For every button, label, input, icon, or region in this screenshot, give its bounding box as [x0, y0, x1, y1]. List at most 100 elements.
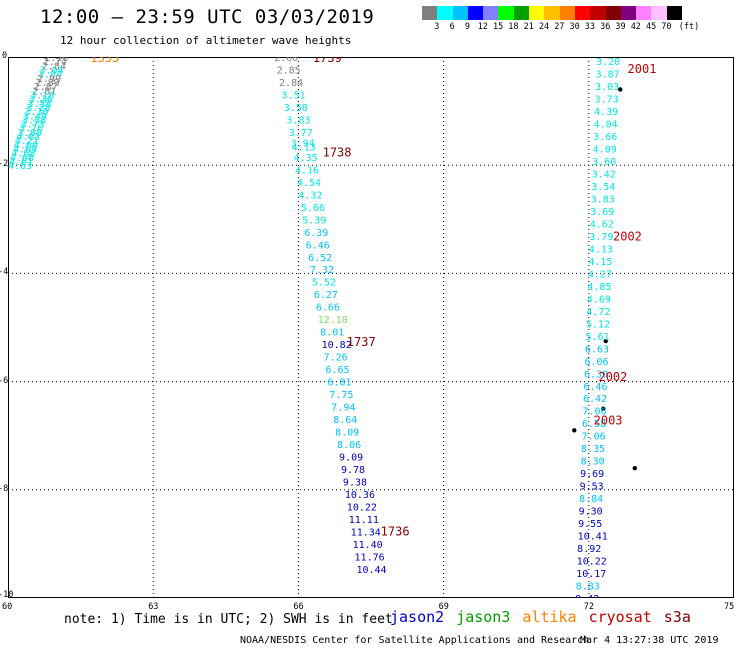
swh-value-label: 6.63	[585, 344, 609, 355]
swh-value-label: 4.68	[11, 149, 35, 160]
swh-value-label: 3.76	[19, 124, 43, 135]
footer-timestamp: Mar 4 13:27:38 UTC 2019	[580, 635, 719, 646]
swh-value-label: 4.13	[589, 244, 613, 255]
swh-value-label: 6.06	[584, 357, 608, 368]
legend-swatch	[483, 6, 499, 20]
legend-label: 36	[600, 22, 611, 32]
swh-value-label: 5.66	[301, 203, 325, 214]
legend-label: 12	[477, 22, 488, 32]
swh-value-label: 4.68	[10, 153, 34, 164]
legend-label: 21	[523, 22, 534, 32]
legend-labels: 3 6 9 12 15 18 21 24 27 30 33 36 39 42 45 70 (ft)	[422, 20, 699, 32]
lon-tick-label: 69	[438, 602, 449, 612]
sat-legend-s3a: s3a	[663, 608, 691, 626]
swh-value-label: 6.52	[308, 253, 332, 264]
legend-swatch	[529, 6, 545, 20]
legend-label: 45	[646, 22, 657, 32]
swh-value-label: 4.85	[587, 282, 611, 293]
track-time-label: 2002	[613, 230, 642, 244]
swh-value-label: 7.75	[329, 390, 353, 401]
swh-value-label: 3.04	[39, 65, 63, 76]
lat-tick-label: 0	[2, 51, 8, 61]
swh-value-label: 7.26	[324, 353, 348, 364]
swh-value-label: 6.30	[584, 369, 608, 380]
lon-tick-label: 60	[2, 602, 13, 612]
track-time-label: 1737	[347, 335, 376, 349]
swh-value-label: 4.03	[16, 132, 40, 143]
lon-tick-label: 72	[583, 602, 595, 612]
lon-tick-label: 63	[148, 602, 159, 612]
swh-value-label: 6.81	[327, 378, 351, 389]
lat-tick-label: -6	[0, 375, 9, 386]
swh-value-label: 4.27	[588, 269, 612, 280]
note-text: note: 1) Time is in UTC; 2) SWH is in fe…	[64, 612, 393, 627]
swh-value-label: 9.55	[578, 519, 602, 530]
swh-value-label: 4.21	[15, 136, 39, 147]
map-canvas[interactable]: 2.562.742.843.043.042.992.892.872.813.18…	[8, 57, 734, 598]
swh-value-label: 8.06	[337, 440, 361, 451]
legend-label: 27	[554, 22, 565, 32]
swh-value-label: 4.60	[14, 140, 38, 151]
swh-value-label: 5.61	[585, 332, 609, 343]
swh-value-label: 5.52	[312, 278, 336, 289]
wave-height-map[interactable]: 2.56 2.74 2.84 3.04 3.04 2.99 2.89 2.87 2.81 3.18…	[0, 51, 734, 612]
island-shape	[601, 406, 606, 411]
swh-value-label: 9.69	[580, 469, 604, 480]
swh-value-label: 3.36	[29, 95, 53, 106]
island-shape	[618, 87, 623, 92]
swh-value-label: 8.09	[335, 428, 359, 439]
lon-tick-label: 66	[293, 602, 304, 612]
swh-value-label: 2.87	[34, 82, 58, 93]
swh-value-label: 3.80	[18, 128, 42, 139]
map-frame	[8, 57, 734, 598]
swh-value-label: 3.42	[592, 170, 616, 181]
color-legend: 3 6 9 12 15 18 21 24 27 30 33 36 39 42 45 70 (ft)	[422, 6, 699, 32]
legend-swatch	[437, 6, 453, 20]
swh-value-label: 3.28	[26, 103, 50, 114]
swh-value-label: 3.30	[24, 107, 48, 118]
swh-value-label: 6.65	[326, 365, 350, 376]
swh-value-label: 10.82	[322, 340, 352, 351]
swh-value-label: 8.83	[576, 582, 600, 593]
swh-value-label: 4.13	[292, 142, 316, 153]
swh-value-label: 9.53	[580, 482, 604, 493]
swh-value-label: 2.81	[32, 86, 56, 97]
swh-value-label: 5.39	[302, 215, 326, 226]
legend-swatch	[636, 6, 652, 20]
swh-value-label: 4.61	[9, 157, 33, 168]
footer-organization: NOAA/NESDIS Center for Satellite Applica…	[240, 635, 590, 646]
track-time-label: 1355	[90, 57, 119, 65]
legend-unit: (ft)	[678, 22, 700, 32]
swh-value-label: 4.35	[294, 153, 318, 164]
swh-value-label: 3.58	[27, 99, 51, 110]
swh-value-label: 3.73	[595, 95, 619, 106]
legend-color-bar	[422, 6, 683, 20]
swh-value-label: 3.94	[291, 138, 315, 149]
swh-value-label: 8.30	[581, 457, 605, 468]
swh-value-label: 8.64	[333, 415, 357, 426]
lat-tick-label: -10	[0, 590, 14, 600]
legend-label: 9	[464, 22, 471, 32]
swh-value-label: 9.30	[579, 507, 603, 518]
island-shape	[572, 428, 577, 433]
swh-value-label: 3.73	[21, 120, 45, 131]
track-time-label: 2001	[628, 62, 657, 76]
swh-value-label: 6.58	[582, 419, 606, 430]
sat-legend-jason3: jason3	[456, 608, 511, 626]
legend-swatch	[590, 6, 606, 20]
swh-value-label: 4.16	[295, 165, 319, 176]
swh-value-label: 2.99	[37, 74, 61, 85]
legend-swatch	[651, 6, 667, 20]
swh-value-label: 11.34	[351, 527, 381, 538]
page-subtitle: 12 hour collection of altimeter wave hei…	[60, 34, 352, 47]
legend-label: 3	[434, 22, 440, 32]
legend-swatch	[498, 6, 514, 20]
lat-tick-label: -8	[0, 483, 9, 494]
swh-value-label: 8.84	[579, 494, 603, 505]
track-time-label: 1738	[323, 146, 352, 160]
swh-value-label: 10.22	[577, 557, 607, 568]
swh-value-label: 3.03	[595, 82, 619, 93]
legend-label: 39	[615, 22, 626, 32]
legend-label: 24	[538, 22, 550, 32]
swh-value-label: 2.85	[277, 65, 301, 76]
